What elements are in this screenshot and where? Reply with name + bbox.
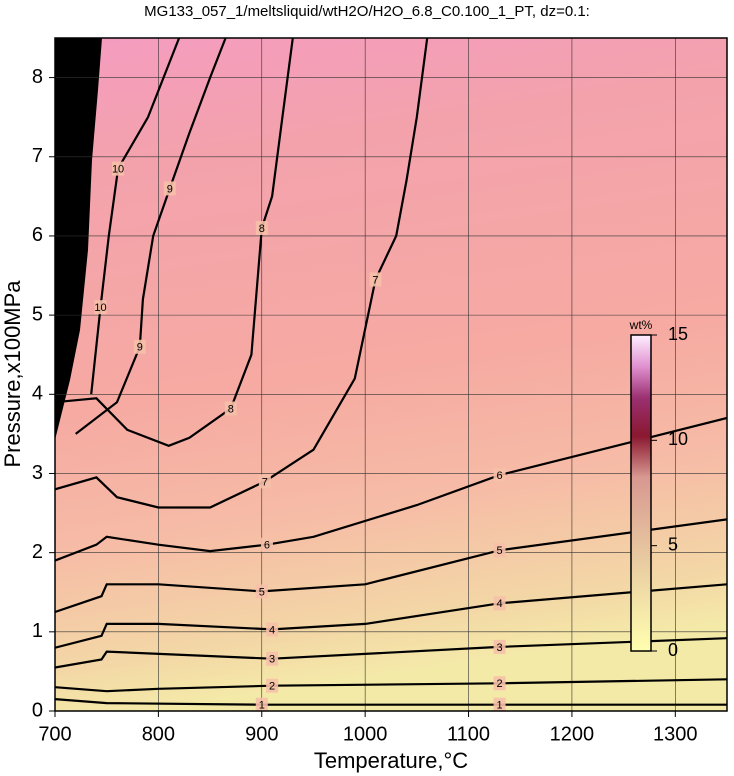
contour-label-bg — [133, 339, 146, 354]
colorbar-tick-label: 5 — [668, 534, 678, 554]
contour-line — [90, 38, 181, 395]
y-tick-label: 1 — [32, 620, 43, 642]
contour-label: 10 — [94, 302, 106, 314]
contour-label: 5 — [496, 545, 502, 557]
contour-label: 8 — [259, 223, 265, 235]
plot-frame — [54, 37, 728, 712]
contour-label: 2 — [496, 678, 502, 690]
chart-title: MG133_057_1/meltsliquid/wtH2O/H2O_6.8_C0… — [144, 3, 590, 20]
contour-label: 7 — [262, 476, 268, 488]
plot-background — [55, 38, 727, 711]
contour-line — [55, 637, 727, 669]
x-tick-label: 1000 — [343, 723, 388, 745]
contour-label-bg — [493, 543, 506, 558]
contour-line — [55, 416, 727, 562]
contour-label: 5 — [259, 586, 265, 598]
colorbar — [630, 334, 652, 652]
colorbar-tick-label: 15 — [668, 324, 688, 344]
y-axis-label: Pressure,x100MPa — [0, 280, 25, 468]
contour-line — [55, 583, 727, 649]
contour-label-bg — [224, 401, 237, 416]
contour-label: 4 — [269, 624, 275, 636]
y-tick-label: 6 — [32, 224, 43, 246]
contour-label: 10 — [112, 164, 124, 176]
contour-label-bg — [255, 697, 268, 711]
contour-label-bg — [112, 161, 125, 176]
contour-label-bg — [369, 272, 382, 287]
contour-label-bg — [493, 596, 506, 611]
contour-label: 6 — [496, 470, 502, 482]
x-tick-label: 800 — [142, 723, 175, 745]
contour-label-bg — [255, 584, 268, 599]
x-tick-label: 700 — [38, 723, 71, 745]
contour-label-bg — [266, 651, 279, 666]
contour-label-bg — [266, 622, 279, 637]
contour-label: 1 — [259, 700, 265, 712]
x-tick-label: 900 — [245, 723, 278, 745]
contour-label-bg — [493, 639, 506, 654]
y-tick-label: 2 — [32, 541, 43, 563]
y-tick-label: 8 — [32, 66, 43, 88]
contour-label-bg — [260, 537, 273, 552]
contour-label: 2 — [269, 681, 275, 693]
y-tick-label: 5 — [32, 303, 43, 325]
contour-label: 3 — [496, 642, 502, 654]
contour-label: 3 — [269, 654, 275, 666]
contour-label-bg — [266, 678, 279, 693]
x-tick-label: 1200 — [550, 723, 595, 745]
contour-label: 1 — [496, 700, 502, 712]
contour-line — [55, 678, 727, 693]
contour-line — [55, 518, 727, 614]
contour-label: 9 — [167, 183, 173, 195]
contour-label-bg — [493, 697, 506, 711]
y-tick-label: 0 — [32, 699, 43, 721]
contour-line — [55, 38, 429, 509]
contour-label-bg — [258, 474, 271, 489]
contour-label: 9 — [137, 342, 143, 354]
x-tick-label: 1300 — [653, 723, 698, 745]
contour-label-bg — [163, 181, 176, 196]
colorbar-tick-label: 10 — [668, 429, 688, 449]
contour-label: 6 — [264, 540, 270, 552]
y-tick-label: 4 — [32, 383, 43, 405]
y-tick-label: 7 — [32, 145, 43, 167]
colorbar-label: wt% — [629, 318, 653, 332]
dark-region — [55, 38, 102, 440]
y-tick-label: 3 — [32, 462, 43, 484]
colorbar-tick-label: 0 — [668, 640, 678, 660]
contour-label: 7 — [372, 274, 378, 286]
contour-label-bg — [255, 221, 268, 236]
x-axis-label: Temperature,°C — [314, 748, 468, 773]
contour-label-bg — [493, 676, 506, 691]
contour-line — [75, 38, 227, 435]
x-tick-label: 1100 — [447, 723, 490, 745]
contour-label: 8 — [228, 403, 234, 415]
contour-label-bg — [493, 468, 506, 483]
contour-label-bg — [94, 300, 107, 315]
contour-label: 4 — [496, 598, 502, 610]
